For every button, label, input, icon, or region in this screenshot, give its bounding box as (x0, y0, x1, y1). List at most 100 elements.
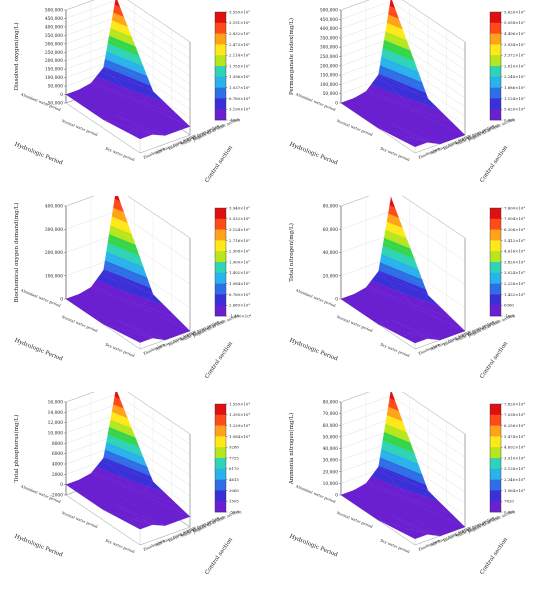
colorbar-tick-label: 2.346×10⁴ (504, 477, 525, 482)
colorbar-tick-label: 6.760×10⁴ (229, 292, 250, 297)
colorbar-band (490, 262, 501, 274)
z-axis-title: Dissolved oxygen(mg/L) (13, 22, 20, 90)
colorbar-band (490, 414, 501, 426)
y-axis-title: Control section (204, 537, 234, 576)
colorbar-band (215, 414, 226, 426)
x-category-label: Dry water period (380, 147, 411, 163)
colorbar-tick-label: 2.308×10⁵ (229, 249, 250, 254)
z-tick-label: 350,000 (320, 36, 338, 41)
plot-group: -2000 0 2000 4000 6000 8000 10,000 12,000 14,000… (13, 392, 250, 576)
z-tick-label: 200,000 (320, 64, 338, 69)
colorbar-tick-label: 6.208×10⁴ (504, 227, 525, 232)
colorbar-band (490, 109, 501, 121)
colorbar-tick-label: -4000 (229, 117, 241, 122)
chart-panel-total-nitrogen: 0 20,000 40,000 60,000 80,000 Total nitrogen(… (275, 196, 550, 392)
colorbar-tick-label: 5.620×10⁵ (504, 9, 525, 14)
z-tick-label: 0 (60, 483, 63, 488)
plot-group: 0 20,000 40,000 60,000 80,000 Total nitrogen(… (288, 196, 525, 380)
z-tick-label: 0 (335, 494, 338, 499)
colorbar-tick-label: 2.228×10⁴ (504, 281, 525, 286)
colorbar-tick-label: 1.239×10⁴ (229, 423, 250, 428)
z-tick-label: 20,000 (323, 470, 339, 475)
colorbar-tick-label: 5.474×10⁴ (504, 434, 525, 439)
z-tick-label: 100,000 (320, 83, 338, 88)
x-category-label: Abundant water period (294, 288, 336, 308)
z-tick-label: 8000 (52, 442, 63, 447)
chart-panel-ammonia-nitrogen: 0 10,000 20,000 30,000 40,000 50,000 60,000 70,… (275, 392, 550, 588)
colorbar-band (215, 98, 226, 110)
colorbar-band (490, 55, 501, 67)
colorbar-band (215, 501, 226, 513)
x-category-label: Dry water period (105, 539, 136, 555)
colorbar-band (215, 218, 226, 230)
surface-facet (390, 118, 441, 145)
colorbar-band (215, 425, 226, 437)
colorbar-tick-label: 0.000 (504, 117, 516, 122)
colorbar-tick-label: 1.084×10⁵ (229, 281, 250, 286)
colorbar-band (490, 208, 501, 220)
y-axis-title: Control section (479, 341, 509, 380)
colorbar-band (215, 44, 226, 56)
z-tick-label: 100,000 (45, 274, 63, 279)
colorbar-band (490, 44, 501, 56)
z-tick-label: 10,000 (323, 482, 339, 487)
z-tick-label: 250,000 (320, 55, 338, 60)
surface-facet (390, 314, 441, 341)
colorbar-tick-label: 3.532×10⁵ (229, 216, 250, 221)
colorbar-band (215, 251, 226, 263)
colorbar-band (215, 76, 226, 88)
surface-facet (422, 490, 440, 502)
colorbar-band (215, 490, 226, 502)
z-tick-label: 70,000 (323, 412, 339, 417)
chart-panel-dissolved-oxygen: -50,000 0 50,000 100,000 150,000 200,000 250,0… (0, 0, 275, 196)
colorbar-band (490, 12, 501, 24)
colorbar-tick-label: 1.084×10⁴ (229, 434, 250, 439)
surface-facet (390, 510, 441, 537)
surface-facet (115, 110, 166, 136)
colorbar-band (490, 218, 501, 230)
colorbar-tick-label: 2.114×10⁵ (229, 53, 250, 58)
surface-facet (100, 457, 113, 467)
colorbar-tick-label: 3.910×10⁴ (504, 455, 525, 460)
colorbar-band (490, 294, 501, 306)
colorbar-band (490, 229, 501, 241)
z-tick-label: 50,000 (48, 85, 64, 90)
z-tick-label: 450,000 (45, 17, 63, 22)
colorbar-band (215, 109, 226, 121)
colorbar-band (490, 404, 501, 416)
z-tick-label: 0 (60, 93, 63, 98)
z-tick-label: 10,000 (48, 432, 64, 437)
colorbar-tick-label: 1.900×10⁵ (229, 259, 250, 264)
z-tick-label: -2000 (50, 494, 63, 499)
z-tick-label: 0 (60, 298, 63, 303)
z-tick-label: 150,000 (45, 68, 63, 73)
colorbar-band (215, 272, 226, 284)
colorbar-band (490, 22, 501, 34)
x-category-label: Dry water period (105, 343, 136, 359)
colorbar-band (490, 468, 501, 480)
colorbar-tick-label: 3.940×10⁵ (229, 205, 250, 210)
surface-facet (390, 392, 394, 396)
colorbar-band (490, 458, 501, 470)
z-axis-title: Ammonia nitrogen(mg/L) (288, 413, 295, 486)
z-tick-label: 500,000 (45, 9, 63, 14)
colorbar-tick-label: 6360 (504, 303, 514, 308)
surface-facet (115, 0, 119, 3)
colorbar-tick-label: 1.492×10⁵ (229, 270, 250, 275)
colorbar-tick-label: 5.620×10⁴ (504, 107, 525, 112)
z-tick-label: 200,000 (45, 251, 63, 256)
x-category-label: Dry water period (105, 147, 136, 163)
colorbar-tick-label: 2.810×10⁵ (504, 63, 525, 68)
colorbar-tick-label: 6170 (229, 466, 239, 471)
surface-facet (100, 67, 113, 77)
z-tick-label: 0 (335, 102, 338, 107)
chart-svg: 0 10,000 20,000 30,000 40,000 50,000 60,000 70,… (288, 392, 525, 576)
z-tick-label: 400,000 (45, 25, 63, 30)
colorbar-band (490, 98, 501, 110)
colorbar-tick-label: 4.496×10⁵ (504, 31, 525, 36)
z-tick-label: 40,000 (323, 447, 339, 452)
z-tick-label: 12,000 (48, 421, 64, 426)
colorbar-tick-label: 0.000 (504, 509, 516, 514)
z-tick-label: 16,000 (48, 401, 64, 406)
colorbar-tick-label: 7.004×10⁴ (504, 216, 525, 221)
